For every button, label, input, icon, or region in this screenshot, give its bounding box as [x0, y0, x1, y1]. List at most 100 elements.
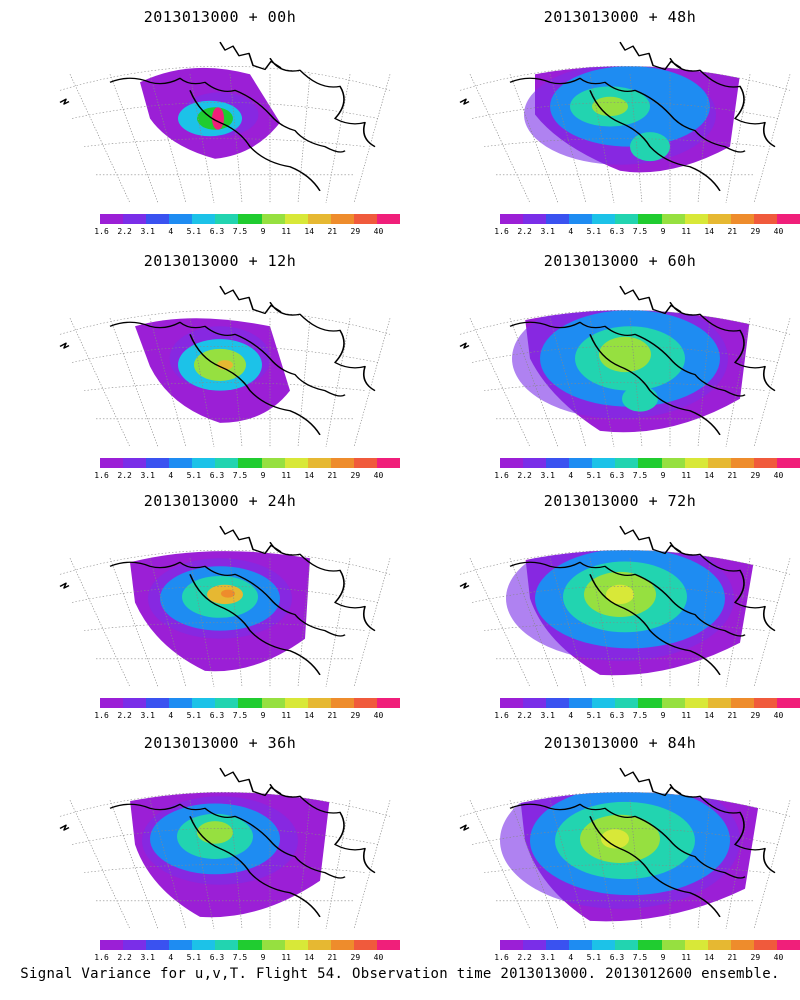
colorbar-tick-label: 14 [304, 953, 315, 962]
colorbar-tick-label: 7.5 [232, 471, 248, 480]
colorbar-tick-label: 6.3 [609, 471, 625, 480]
colorbar-swatch [661, 698, 685, 708]
colorbar [500, 458, 800, 468]
colorbar-tick-label: 5.1 [186, 711, 202, 720]
colorbar-swatch [100, 458, 124, 468]
colorbar-swatch [546, 458, 570, 468]
colorbar-labels: 1.6 2.2 3.1 4 5.1 6.3 7.5 9 11 14 21 29 40 [80, 953, 420, 963]
map-plot [59, 285, 391, 448]
panel-title: 2013013000 + 24h [143, 492, 297, 510]
colorbar-swatch [353, 458, 377, 468]
colorbar-tick-label: 1.6 [494, 471, 509, 480]
colorbar-swatch [730, 698, 754, 708]
colorbar-tick-label: 11 [681, 711, 691, 720]
colorbar-swatch [500, 698, 524, 708]
colorbar-swatch [661, 940, 685, 950]
colorbar-labels: 1.6 2.2 3.1 4 5.1 6.3 7.5 9 11 14 21 29 40 [80, 471, 420, 481]
colorbar-tick-label: 40 [373, 227, 384, 236]
colorbar-swatch [192, 698, 216, 708]
colorbar-swatch [638, 698, 662, 708]
colorbar [500, 940, 800, 950]
colorbar-swatch [684, 458, 708, 468]
colorbar-swatch [546, 940, 570, 950]
colorbar-labels: 1.6 2.2 3.1 4 5.1 6.3 7.5 9 11 14 21 29 40 [480, 711, 800, 721]
colorbar-tick-label: 9 [260, 471, 266, 480]
map-plot [59, 41, 391, 204]
colorbar-tick-label: 7.5 [232, 953, 248, 962]
colorbar-swatch [330, 214, 354, 224]
colorbar-tick-label: 11 [281, 227, 291, 236]
colorbar-tick-label: 6.3 [209, 711, 225, 720]
colorbar-tick-label: 5.1 [586, 953, 602, 962]
colorbar-tick-label: 21 [327, 711, 338, 720]
colorbar-swatch [261, 940, 285, 950]
panel-title: 2013013000 + 72h [543, 492, 697, 510]
map-panel: 2013013000 + 00h 1.6 2.2 3.1 4 5.1 6.3 7.5 9 11 1… [40, 8, 401, 253]
colorbar-swatch [353, 940, 377, 950]
colorbar-tick-label: 6.3 [209, 471, 225, 480]
colorbar-swatch [592, 940, 616, 950]
colorbar-swatch [776, 458, 800, 468]
colorbar-swatch [730, 458, 754, 468]
colorbar-swatch [592, 214, 616, 224]
colorbar-tick-label: 29 [750, 711, 761, 720]
colorbar-swatch [638, 940, 662, 950]
colorbar-tick-label: 1.6 [94, 471, 109, 480]
colorbar-tick-label: 9 [260, 227, 266, 236]
colorbar-swatch [307, 214, 331, 224]
colorbar-tick-label: 2.2 [117, 227, 132, 236]
colorbar-tick-label: 2.2 [517, 227, 532, 236]
colorbar-tick-label: 9 [260, 953, 266, 962]
colorbar-swatch [707, 940, 731, 950]
colorbar-tick-label: 21 [327, 227, 338, 236]
colorbar-tick-label: 40 [373, 711, 384, 720]
colorbar-labels: 1.6 2.2 3.1 4 5.1 6.3 7.5 9 11 14 21 29 40 [480, 227, 800, 237]
colorbar-tick-label: 40 [773, 953, 784, 962]
colorbar-swatch [569, 940, 593, 950]
colorbar-swatch [684, 940, 708, 950]
colorbar-swatch [776, 698, 800, 708]
colorbar-swatch [123, 940, 147, 950]
colorbar-swatch [569, 698, 593, 708]
colorbar-swatch [192, 458, 216, 468]
colorbar-tick-label: 14 [304, 711, 315, 720]
colorbar-labels: 1.6 2.2 3.1 4 5.1 6.3 7.5 9 11 14 21 29 40 [480, 953, 800, 963]
colorbar-swatch [100, 940, 124, 950]
colorbar-swatch [261, 214, 285, 224]
colorbar-swatch [753, 214, 777, 224]
colorbar-tick-label: 11 [281, 711, 291, 720]
colorbar-tick-label: 7.5 [632, 711, 648, 720]
colorbar-swatch [307, 698, 331, 708]
colorbar-swatch [615, 458, 639, 468]
colorbar-tick-label: 3.1 [140, 227, 155, 236]
colorbar-tick-label: 29 [350, 227, 361, 236]
colorbar-tick-label: 21 [327, 471, 338, 480]
colorbar-swatch [353, 214, 377, 224]
colorbar-tick-label: 4 [568, 471, 574, 480]
colorbar-swatch [753, 698, 777, 708]
map-plot [459, 525, 791, 688]
colorbar-swatch [284, 940, 308, 950]
colorbar-tick-label: 2.2 [517, 711, 532, 720]
colorbar-swatch [330, 940, 354, 950]
colorbar-swatch [684, 214, 708, 224]
colorbar-swatch [146, 698, 170, 708]
colorbar-swatch [376, 214, 401, 224]
colorbar [500, 214, 800, 224]
colorbar-swatch [215, 940, 239, 950]
colorbar-tick-label: 6.3 [609, 953, 625, 962]
colorbar-tick-label: 6.3 [609, 711, 625, 720]
colorbar-tick-label: 4 [168, 471, 174, 480]
map-panel: 2013013000 + 48h 1.6 2.2 3.1 4 5.1 6.3 7.5 9 11 1… [440, 8, 800, 253]
colorbar-swatch [376, 698, 401, 708]
colorbar-swatch [376, 940, 401, 950]
colorbar [100, 940, 401, 950]
colorbar-swatch [238, 940, 262, 950]
colorbar-swatch [707, 214, 731, 224]
colorbar-tick-label: 14 [704, 471, 715, 480]
colorbar-swatch [684, 698, 708, 708]
colorbar-tick-label: 6.3 [209, 227, 225, 236]
colorbar-tick-label: 9 [260, 711, 266, 720]
colorbar-tick-label: 11 [281, 471, 291, 480]
colorbar-swatch [500, 940, 524, 950]
